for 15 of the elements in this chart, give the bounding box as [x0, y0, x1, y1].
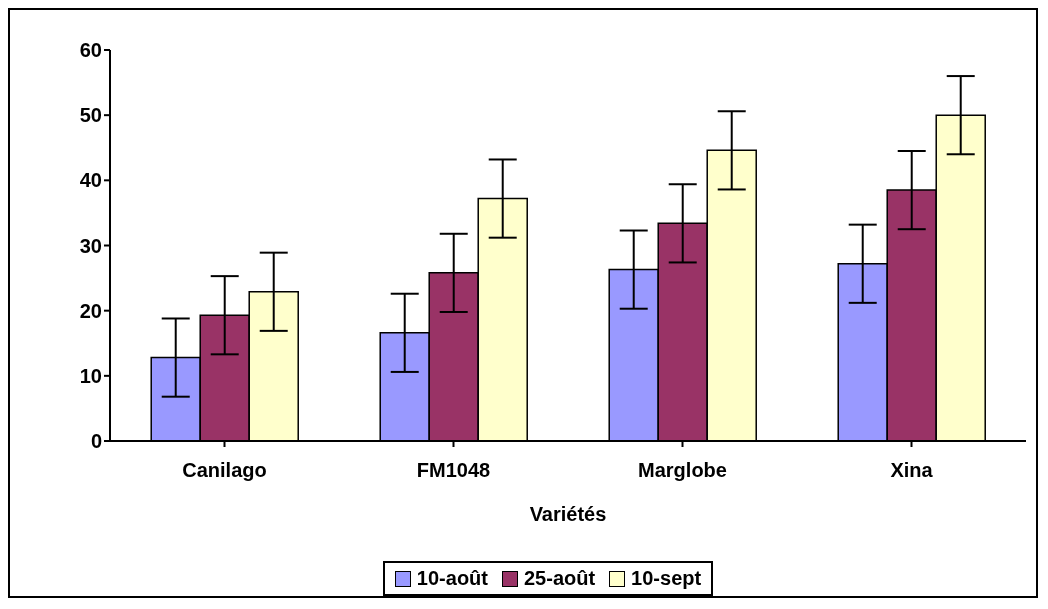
legend-label: 25-août — [523, 567, 596, 590]
x-tick-label: Xina — [890, 459, 934, 482]
x-tick-label: Canilago — [182, 459, 267, 482]
x-tick-label: FM1048 — [416, 459, 491, 482]
y-tick-label: 40 — [79, 169, 102, 192]
legend-label: 10-sept — [630, 567, 702, 590]
x-tick-label: Marglobe — [638, 459, 727, 482]
y-tick-label: 20 — [79, 299, 102, 322]
y-tick-label: 0 — [90, 430, 102, 453]
y-tick-label: 30 — [79, 234, 102, 257]
y-tick-label: 10 — [79, 364, 102, 387]
x-axis-title: Variétés — [529, 503, 607, 525]
y-tick-label: 60 — [79, 39, 102, 62]
y-tick-label: 50 — [79, 104, 102, 127]
legend-label: 10-août — [415, 567, 488, 590]
